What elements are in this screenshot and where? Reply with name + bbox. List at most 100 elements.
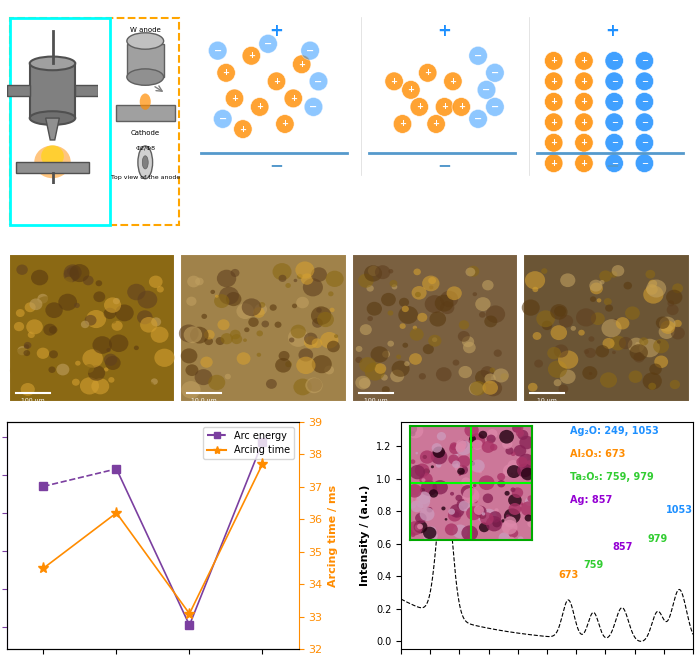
Text: +: +	[438, 22, 452, 39]
Text: Top view of the anode: Top view of the anode	[111, 175, 180, 180]
Text: +: +	[281, 119, 288, 129]
Circle shape	[667, 300, 674, 306]
Circle shape	[190, 327, 209, 344]
Circle shape	[469, 110, 487, 129]
Text: −: −	[641, 56, 648, 66]
Circle shape	[301, 41, 319, 60]
Circle shape	[330, 308, 335, 312]
Circle shape	[225, 89, 244, 108]
Circle shape	[297, 274, 302, 279]
Circle shape	[528, 383, 538, 392]
Circle shape	[545, 133, 563, 152]
Text: 979: 979	[648, 534, 668, 544]
Circle shape	[242, 47, 260, 65]
Circle shape	[324, 365, 334, 375]
Circle shape	[186, 364, 198, 376]
Circle shape	[289, 337, 295, 342]
Circle shape	[541, 268, 547, 274]
Text: 249: 249	[435, 498, 455, 508]
Circle shape	[217, 270, 237, 287]
Circle shape	[666, 304, 678, 315]
Circle shape	[670, 380, 680, 389]
Circle shape	[157, 286, 164, 293]
Circle shape	[596, 345, 609, 358]
Text: +: +	[239, 125, 246, 134]
Circle shape	[500, 373, 508, 380]
Circle shape	[481, 366, 493, 378]
Circle shape	[654, 356, 668, 368]
Ellipse shape	[29, 112, 76, 125]
Circle shape	[10, 365, 23, 377]
Circle shape	[591, 312, 605, 325]
Circle shape	[298, 348, 313, 361]
Text: 100 μm: 100 μm	[21, 398, 45, 403]
Circle shape	[475, 297, 491, 311]
Circle shape	[262, 321, 269, 327]
Text: +: +	[458, 102, 465, 112]
Circle shape	[534, 359, 543, 367]
Circle shape	[584, 348, 596, 358]
Circle shape	[14, 322, 24, 331]
Circle shape	[575, 154, 593, 173]
Circle shape	[545, 92, 563, 111]
Circle shape	[158, 359, 163, 364]
Circle shape	[270, 304, 276, 311]
Circle shape	[217, 64, 235, 82]
Circle shape	[400, 323, 406, 329]
Text: +: +	[407, 85, 414, 94]
Circle shape	[635, 113, 654, 132]
Circle shape	[494, 350, 502, 357]
Text: −: −	[641, 118, 648, 127]
Text: −: −	[641, 159, 648, 168]
Circle shape	[409, 353, 422, 365]
Circle shape	[293, 379, 312, 396]
Circle shape	[666, 290, 682, 304]
Circle shape	[419, 373, 426, 380]
Y-axis label: Arcing time / ms: Arcing time / ms	[328, 485, 338, 586]
Circle shape	[293, 279, 298, 282]
Circle shape	[48, 367, 55, 373]
Circle shape	[49, 326, 57, 334]
Circle shape	[374, 363, 386, 374]
Circle shape	[21, 383, 35, 396]
Circle shape	[440, 291, 458, 307]
Text: 10.0 μm: 10.0 μm	[191, 398, 217, 403]
Circle shape	[452, 98, 470, 116]
Circle shape	[311, 267, 327, 282]
Circle shape	[367, 285, 374, 292]
Circle shape	[484, 380, 502, 396]
Circle shape	[494, 369, 509, 382]
Circle shape	[359, 357, 376, 373]
Circle shape	[575, 133, 593, 152]
Circle shape	[605, 72, 624, 91]
Circle shape	[186, 297, 197, 306]
Circle shape	[104, 367, 108, 371]
Circle shape	[382, 386, 390, 394]
Text: Al₂O₃: 673: Al₂O₃: 673	[570, 449, 626, 459]
Circle shape	[113, 298, 120, 304]
Circle shape	[301, 274, 314, 285]
Circle shape	[589, 279, 603, 291]
Circle shape	[589, 337, 594, 342]
Circle shape	[648, 279, 657, 287]
Circle shape	[605, 92, 624, 111]
Text: Φ2/Φ8: Φ2/Φ8	[135, 145, 155, 150]
Text: +: +	[550, 138, 557, 147]
Circle shape	[241, 298, 261, 316]
Circle shape	[108, 377, 115, 382]
Circle shape	[58, 294, 77, 311]
Text: −: −	[474, 51, 482, 61]
Circle shape	[533, 332, 541, 340]
Circle shape	[57, 363, 69, 375]
Circle shape	[596, 298, 601, 302]
Text: −: −	[306, 46, 314, 56]
Circle shape	[462, 336, 474, 347]
Circle shape	[293, 55, 311, 73]
Circle shape	[367, 302, 382, 316]
Text: +: +	[424, 68, 431, 77]
Circle shape	[31, 270, 48, 285]
Text: +: +	[416, 102, 423, 112]
Circle shape	[317, 312, 334, 327]
Circle shape	[303, 278, 323, 297]
Circle shape	[412, 286, 426, 300]
